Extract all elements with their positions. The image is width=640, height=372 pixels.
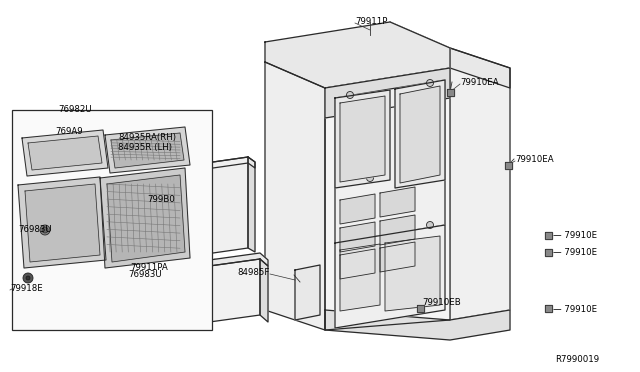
- Polygon shape: [111, 133, 184, 168]
- Text: 76982U: 76982U: [58, 105, 92, 114]
- Text: — 79910E: — 79910E: [553, 231, 597, 240]
- Text: 799B0: 799B0: [147, 195, 175, 204]
- Polygon shape: [545, 231, 552, 238]
- Polygon shape: [504, 161, 511, 169]
- Polygon shape: [380, 187, 415, 217]
- Circle shape: [23, 273, 33, 283]
- Polygon shape: [265, 22, 450, 88]
- Polygon shape: [195, 259, 260, 324]
- Polygon shape: [335, 225, 445, 328]
- Text: — 79910E: — 79910E: [553, 248, 597, 257]
- Text: 84985F: 84985F: [237, 268, 270, 277]
- Text: R7990019: R7990019: [555, 355, 599, 364]
- Circle shape: [426, 80, 433, 87]
- Text: — 79910E: — 79910E: [553, 305, 597, 314]
- Circle shape: [42, 227, 48, 233]
- Text: 769A9: 769A9: [55, 127, 83, 136]
- Polygon shape: [192, 157, 248, 256]
- Polygon shape: [22, 130, 108, 176]
- Text: 76983U: 76983U: [18, 225, 52, 234]
- Text: 79911PA: 79911PA: [131, 263, 168, 272]
- Polygon shape: [105, 127, 190, 173]
- Polygon shape: [18, 177, 106, 268]
- Polygon shape: [295, 265, 320, 320]
- Polygon shape: [340, 244, 380, 311]
- Polygon shape: [260, 259, 268, 322]
- Polygon shape: [390, 22, 510, 88]
- Polygon shape: [28, 136, 102, 170]
- Polygon shape: [450, 48, 510, 320]
- Polygon shape: [340, 96, 385, 182]
- Polygon shape: [385, 236, 440, 311]
- Text: 79911P: 79911P: [355, 17, 387, 26]
- Polygon shape: [192, 157, 255, 171]
- Polygon shape: [447, 89, 454, 96]
- Polygon shape: [325, 68, 450, 330]
- Polygon shape: [265, 62, 325, 330]
- Text: 79910EA: 79910EA: [515, 155, 554, 164]
- Circle shape: [367, 174, 374, 182]
- Polygon shape: [100, 168, 190, 268]
- Polygon shape: [545, 305, 552, 311]
- Polygon shape: [25, 184, 100, 262]
- Polygon shape: [107, 175, 185, 262]
- Circle shape: [40, 225, 50, 235]
- Circle shape: [412, 170, 419, 176]
- Polygon shape: [248, 157, 255, 252]
- Text: 76983U: 76983U: [128, 270, 162, 279]
- Polygon shape: [340, 249, 375, 279]
- Circle shape: [346, 234, 353, 241]
- Polygon shape: [417, 305, 424, 311]
- Bar: [12, 110, 212, 330]
- Text: 79910EB: 79910EB: [422, 298, 461, 307]
- Polygon shape: [335, 80, 445, 243]
- Text: 84935RA(RH)
84935R (LH): 84935RA(RH) 84935R (LH): [118, 133, 176, 153]
- Polygon shape: [545, 248, 552, 256]
- Polygon shape: [335, 90, 390, 188]
- Polygon shape: [325, 68, 450, 118]
- Polygon shape: [380, 242, 415, 272]
- Polygon shape: [325, 310, 510, 340]
- Polygon shape: [380, 215, 415, 245]
- Polygon shape: [340, 194, 375, 224]
- Polygon shape: [400, 86, 440, 183]
- Polygon shape: [395, 80, 445, 188]
- Circle shape: [426, 221, 433, 228]
- Polygon shape: [340, 222, 375, 252]
- Circle shape: [26, 276, 30, 280]
- Polygon shape: [195, 253, 268, 268]
- Text: 79918E: 79918E: [10, 284, 43, 293]
- Circle shape: [346, 92, 353, 99]
- Text: 79910EA: 79910EA: [460, 78, 499, 87]
